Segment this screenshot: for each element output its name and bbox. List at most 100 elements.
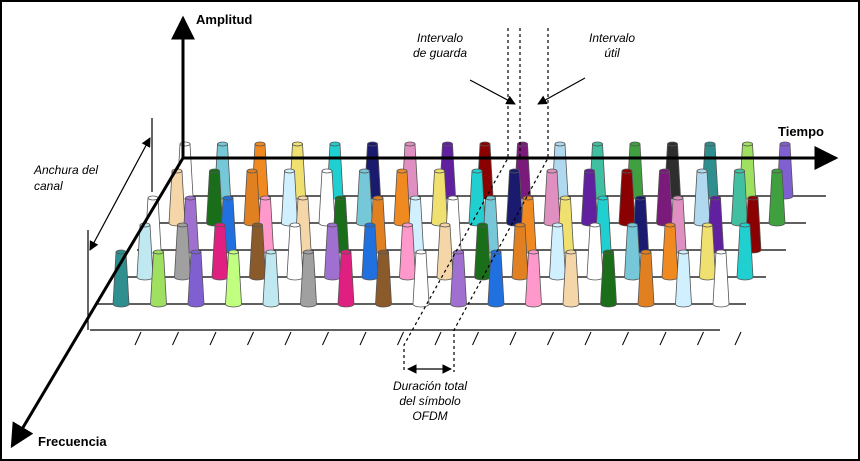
cone-top — [565, 249, 577, 255]
grid-tick — [734, 331, 742, 346]
cone-top — [228, 249, 239, 255]
cone-top — [771, 168, 783, 174]
cone-top — [546, 168, 558, 174]
cone-top — [439, 222, 451, 228]
cone-top — [402, 222, 413, 228]
cone-top — [603, 249, 614, 255]
cone-top — [222, 195, 234, 201]
cone — [712, 251, 730, 308]
width-label: Anchura del — [33, 163, 98, 177]
cone-top — [659, 168, 670, 174]
cone — [262, 251, 280, 308]
cone-top — [554, 141, 566, 147]
cone-top — [410, 195, 421, 201]
cone-top — [715, 249, 727, 255]
grid-tick — [697, 331, 704, 346]
width-label: canal — [34, 179, 63, 193]
cone-top — [742, 141, 753, 147]
cone-top — [214, 222, 226, 228]
cone-top — [664, 222, 676, 228]
cone-top — [209, 168, 220, 174]
cone — [600, 251, 617, 308]
cone-top — [560, 195, 571, 201]
cone — [412, 251, 430, 308]
cone-top — [514, 222, 526, 228]
cone — [150, 251, 167, 308]
cone-top — [115, 249, 127, 255]
cone-top — [246, 168, 258, 174]
cone — [318, 170, 336, 227]
cone — [249, 224, 266, 281]
cone-top — [340, 249, 352, 255]
cone — [474, 224, 491, 281]
cone-top — [479, 141, 491, 147]
useful-pointer — [537, 77, 586, 105]
cone-top — [528, 249, 539, 255]
cone-top — [260, 195, 271, 201]
cone-top — [254, 141, 266, 147]
cone — [112, 251, 130, 308]
guard-pointer — [469, 79, 516, 105]
cone-top — [185, 195, 196, 201]
cone-top — [779, 141, 791, 147]
cone-top — [378, 249, 389, 255]
cone — [300, 251, 317, 308]
cone-top — [509, 168, 520, 174]
cone-top — [364, 222, 376, 228]
grid-tick — [322, 331, 329, 346]
cone — [624, 224, 641, 281]
duration-label: del símbolo — [399, 394, 461, 408]
amplitude-label: Amplitud — [196, 12, 252, 27]
cone — [281, 170, 298, 227]
cone — [375, 251, 392, 308]
cone-top — [471, 168, 483, 174]
cone — [324, 224, 341, 281]
cone-top — [404, 141, 416, 147]
cone-top — [303, 249, 314, 255]
cone-top — [635, 195, 646, 201]
cone — [656, 170, 673, 227]
grid-tick — [247, 331, 254, 346]
cone — [699, 224, 716, 281]
cone — [637, 251, 655, 308]
cone-top — [321, 168, 333, 174]
cone — [468, 170, 486, 227]
cone-top — [396, 168, 408, 174]
cone — [361, 224, 379, 281]
cone-top — [621, 168, 633, 174]
cone — [661, 224, 679, 281]
cone-top — [584, 168, 595, 174]
grid-tick — [584, 331, 592, 346]
dashed-guide — [453, 28, 549, 372]
cone — [586, 224, 604, 281]
cone — [174, 224, 191, 281]
cone — [562, 251, 580, 308]
cone — [736, 224, 754, 281]
cone-top — [739, 222, 751, 228]
cone-top — [517, 141, 528, 147]
cone-top — [415, 249, 427, 255]
cone — [399, 224, 416, 281]
cone — [693, 170, 711, 227]
cone-top — [292, 141, 303, 147]
cone — [768, 170, 786, 227]
grid-tick — [284, 331, 292, 346]
cone-top — [447, 195, 459, 201]
cone — [337, 251, 355, 308]
guard-label: de guarda — [413, 46, 467, 60]
grid-tick — [509, 331, 517, 346]
axes — [10, 15, 839, 449]
cone-top — [552, 222, 563, 228]
grid-tick — [172, 331, 179, 346]
cone-top — [704, 141, 716, 147]
cone-top — [252, 222, 263, 228]
cone-top — [289, 222, 301, 228]
cone — [211, 224, 229, 281]
cone — [393, 170, 411, 227]
guard-label: Intervalo — [417, 31, 463, 45]
cone-top — [434, 168, 445, 174]
cone-top — [678, 249, 689, 255]
dashed-guide — [403, 28, 509, 372]
cone-top — [589, 222, 601, 228]
